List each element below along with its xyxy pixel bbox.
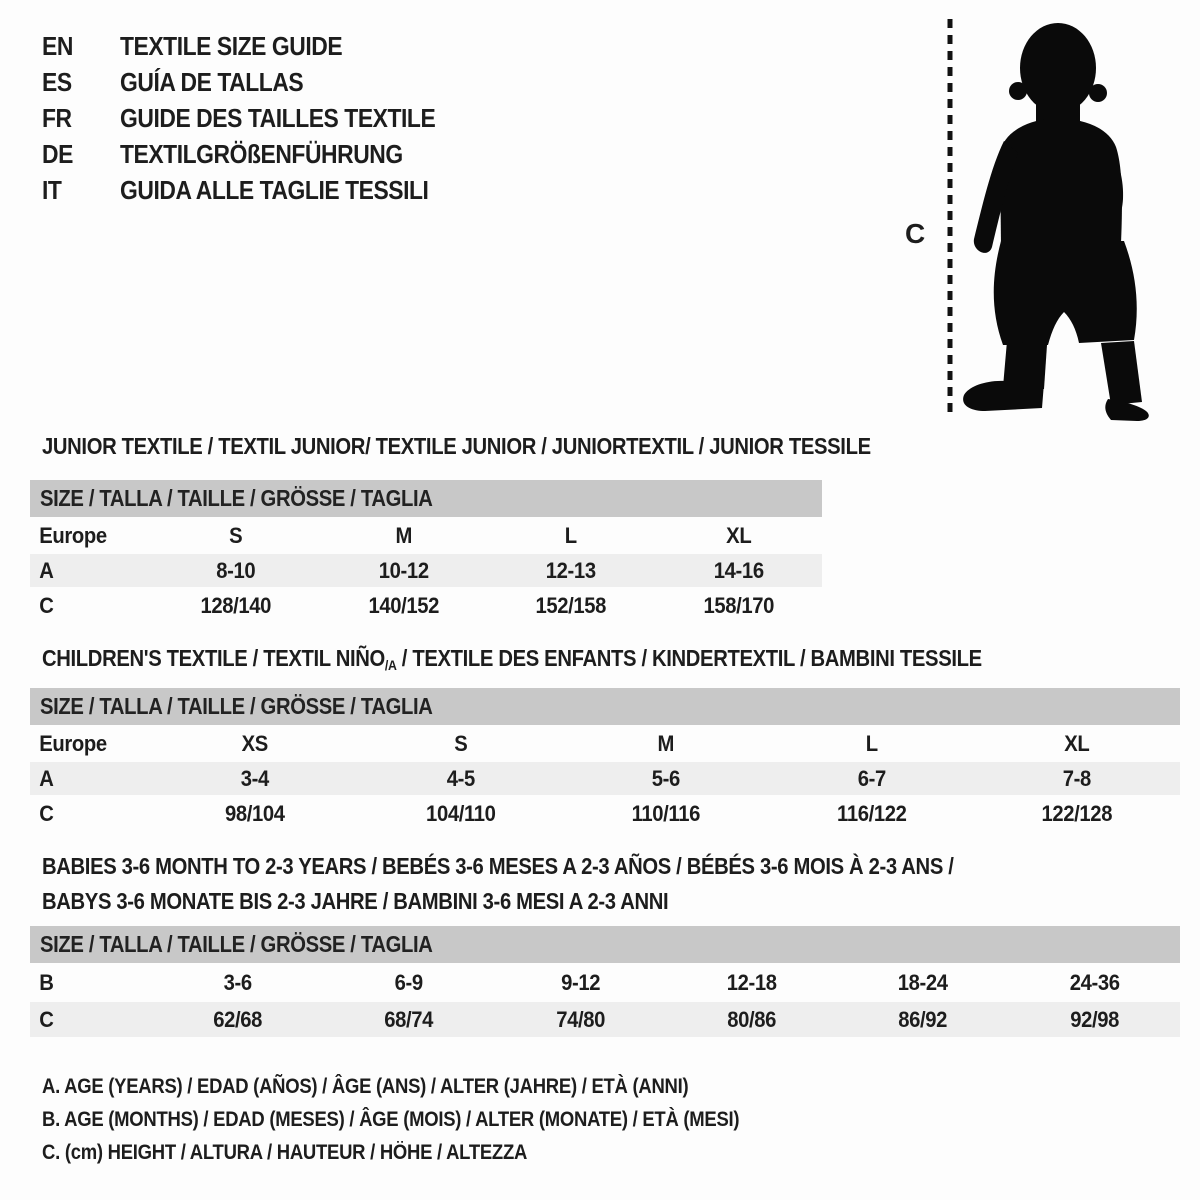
row-label-cell: B bbox=[39, 969, 54, 995]
size-cell: M bbox=[394, 522, 412, 548]
legend-line-b: B. AGE (MONTHS) / EDAD (MESES) / ÂGE (MO… bbox=[42, 1108, 740, 1131]
height-cell: 62/68 bbox=[213, 1006, 263, 1032]
height-cell: 104/110 bbox=[425, 800, 496, 826]
height-cell: 74/80 bbox=[555, 1006, 605, 1032]
height-cell: 152/158 bbox=[535, 592, 607, 618]
junior-section-title: JUNIOR TEXTILE / TEXTIL JUNIOR/ TEXTILE … bbox=[42, 433, 984, 460]
guide-title: TEXTILE SIZE GUIDE bbox=[120, 30, 343, 61]
title-segment: CHILDREN'S TEXTILE / TEXTIL NIÑO bbox=[42, 645, 385, 671]
height-cell: 122/128 bbox=[1041, 800, 1113, 826]
table-row-age: A 8-10 10-12 12-13 14-16 bbox=[30, 554, 822, 587]
size-header-bar: SIZE / TALLA / TAILLE / GRÖSSE / TAGLIA bbox=[30, 926, 1180, 963]
legend-line-c: C. (cm) HEIGHT / ALTURA / HAUTEUR / HÖHE… bbox=[42, 1141, 528, 1164]
age-cell: 14-16 bbox=[713, 557, 764, 583]
row-label-cell: A bbox=[39, 557, 54, 583]
junior-section-title-text: JUNIOR TEXTILE / TEXTIL JUNIOR/ TEXTILE … bbox=[42, 433, 871, 459]
row-label-cell: Europe bbox=[39, 730, 107, 756]
age-cell: 12-13 bbox=[545, 557, 596, 583]
size-header-text: SIZE / TALLA / TAILLE / GRÖSSE / TAGLIA bbox=[40, 485, 433, 511]
age-cell: 6-9 bbox=[394, 969, 424, 995]
title-subscript: /A bbox=[384, 657, 397, 673]
babies-section-title: BABIES 3-6 MONTH TO 2-3 YEARS / BEBÉS 3-… bbox=[42, 849, 1078, 919]
language-row: ES GUÍA DE TALLAS bbox=[42, 64, 478, 100]
language-row: FR GUIDE DES TAILLES TEXTILE bbox=[42, 100, 478, 136]
row-label-cell: Europe bbox=[39, 522, 107, 548]
language-row: DE TEXTILGRÖßENFÜHRUNG bbox=[42, 136, 478, 172]
children-size-table: SIZE / TALLA / TAILLE / GRÖSSE / TAGLIA … bbox=[30, 688, 1180, 830]
language-row: IT GUIDA ALLE TAGLIE TESSILI bbox=[42, 172, 478, 208]
table-row-height: C 98/104 104/110 110/116 116/122 122/128 bbox=[30, 797, 1180, 830]
guide-title: GUIDE DES TAILLES TEXTILE bbox=[120, 102, 436, 133]
size-cell: XS bbox=[241, 730, 269, 756]
language-code: ES bbox=[42, 66, 72, 97]
row-label-cell: C bbox=[39, 1006, 54, 1032]
table-row-height: C 128/140 140/152 152/158 158/170 bbox=[30, 589, 822, 622]
children-section-title: CHILDREN'S TEXTILE / TEXTIL NIÑO/A / TEX… bbox=[42, 645, 1110, 673]
age-cell: 18-24 bbox=[898, 969, 948, 995]
height-cell: 68/74 bbox=[384, 1006, 434, 1032]
title-segment: / TEXTILE DES ENFANTS / KINDERTEXTIL / B… bbox=[396, 645, 982, 671]
age-cell: 24-36 bbox=[1069, 969, 1120, 995]
row-label-cell: C bbox=[39, 800, 54, 826]
language-code: IT bbox=[42, 174, 62, 205]
size-header-bar: SIZE / TALLA / TAILLE / GRÖSSE / TAGLIA bbox=[30, 688, 1180, 725]
language-row: EN TEXTILE SIZE GUIDE bbox=[42, 28, 478, 64]
baby-silhouette bbox=[963, 23, 1149, 421]
height-cell: 80/86 bbox=[727, 1006, 777, 1032]
table-row-age: A 3-4 4-5 5-6 6-7 7-8 bbox=[30, 762, 1180, 795]
babies-title-line2: BABYS 3-6 MONATE BIS 2-3 JAHRE / BAMBINI… bbox=[42, 888, 669, 914]
height-cell: 116/122 bbox=[836, 800, 907, 826]
age-cell: 12-18 bbox=[726, 969, 777, 995]
guide-title: TEXTILGRÖßENFÜHRUNG bbox=[120, 138, 403, 169]
language-code: FR bbox=[42, 102, 72, 133]
age-cell: 5-6 bbox=[651, 765, 681, 791]
age-cell: 3-4 bbox=[240, 765, 270, 791]
language-code: DE bbox=[42, 138, 73, 169]
height-cell: 86/92 bbox=[898, 1006, 948, 1032]
junior-size-table: SIZE / TALLA / TAILLE / GRÖSSE / TAGLIA … bbox=[30, 480, 822, 622]
age-cell: 6-7 bbox=[857, 765, 886, 791]
guide-title: GUÍA DE TALLAS bbox=[120, 66, 304, 97]
age-cell: 8-10 bbox=[216, 557, 256, 583]
size-header-bar: SIZE / TALLA / TAILLE / GRÖSSE / TAGLIA bbox=[30, 480, 822, 517]
size-cell: S bbox=[229, 522, 243, 548]
height-figure: C bbox=[905, 10, 1157, 422]
table-row-europe: Europe S M L XL bbox=[30, 519, 822, 552]
language-title-list: EN TEXTILE SIZE GUIDE ES GUÍA DE TALLAS … bbox=[42, 28, 478, 208]
baby-silhouette-svg bbox=[947, 19, 1149, 421]
size-cell: S bbox=[453, 730, 468, 756]
age-cell: 3-6 bbox=[223, 969, 253, 995]
legend-line-a: A. AGE (YEARS) / EDAD (AÑOS) / ÂGE (ANS)… bbox=[42, 1075, 689, 1098]
measure-legend: A. AGE (YEARS) / EDAD (AÑOS) / ÂGE (ANS)… bbox=[42, 1070, 834, 1169]
size-cell: M bbox=[657, 730, 675, 756]
height-cell: 128/140 bbox=[200, 592, 272, 618]
table-row-height: C 62/68 68/74 74/80 80/86 86/92 92/98 bbox=[30, 1002, 1180, 1037]
babies-title-line1: BABIES 3-6 MONTH TO 2-3 YEARS / BEBÉS 3-… bbox=[42, 853, 954, 879]
height-cell: 158/170 bbox=[702, 592, 774, 618]
size-cell: XL bbox=[1064, 730, 1090, 756]
size-header-text: SIZE / TALLA / TAILLE / GRÖSSE / TAGLIA bbox=[40, 931, 433, 957]
age-cell: 4-5 bbox=[446, 765, 475, 791]
language-code: EN bbox=[42, 30, 73, 61]
height-cell: 98/104 bbox=[224, 800, 285, 826]
row-label-cell: A bbox=[39, 765, 54, 791]
height-cell: 140/152 bbox=[367, 592, 439, 618]
size-header-text: SIZE / TALLA / TAILLE / GRÖSSE / TAGLIA bbox=[40, 693, 433, 719]
guide-title: GUIDA ALLE TAGLIE TESSILI bbox=[120, 174, 429, 205]
age-cell: 9-12 bbox=[560, 969, 600, 995]
size-cell: XL bbox=[725, 522, 751, 548]
size-cell: L bbox=[564, 522, 577, 548]
age-cell: 10-12 bbox=[378, 557, 429, 583]
height-cell: 110/116 bbox=[631, 800, 701, 826]
table-row-age-months: B 3-6 6-9 9-12 12-18 18-24 24-36 bbox=[30, 965, 1180, 1000]
age-cell: 7-8 bbox=[1063, 765, 1092, 791]
children-section-title-text: CHILDREN'S TEXTILE / TEXTIL NIÑO/A / TEX… bbox=[42, 645, 982, 673]
height-measure-label: C bbox=[905, 218, 926, 249]
babies-size-table: SIZE / TALLA / TAILLE / GRÖSSE / TAGLIA … bbox=[30, 926, 1180, 1037]
height-cell: 92/98 bbox=[1069, 1006, 1119, 1032]
size-cell: L bbox=[865, 730, 878, 756]
row-label-cell: C bbox=[39, 592, 54, 618]
table-row-europe: Europe XS S M L XL bbox=[30, 727, 1180, 760]
